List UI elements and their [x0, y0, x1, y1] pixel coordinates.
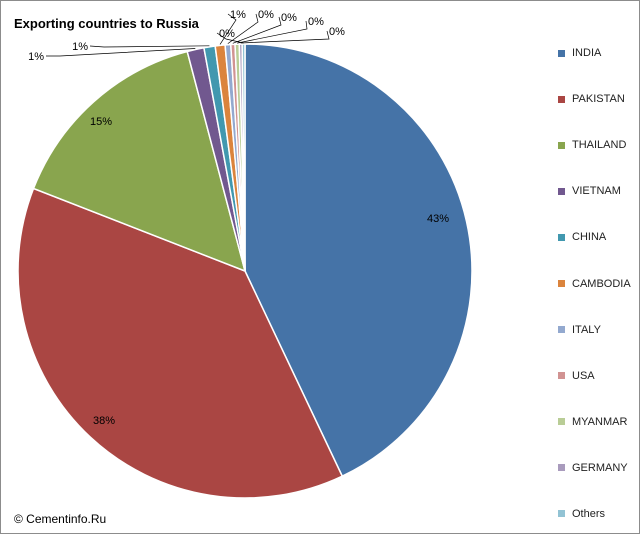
- slice-label-india: 43%: [427, 213, 449, 225]
- slice-pakistan: [17, 187, 344, 499]
- slice-label-vietnam: 1%: [28, 51, 44, 63]
- legend-label-china: CHINA: [572, 231, 607, 244]
- legend-item-thailand: THAILAND: [558, 122, 638, 168]
- legend-label-thailand: THAILAND: [572, 139, 627, 152]
- legend-item-usa: USA: [558, 353, 638, 399]
- legend-item-italy: ITALY: [558, 307, 638, 353]
- pie-slices: [17, 43, 473, 499]
- slice-others: [241, 43, 246, 272]
- legend: INDIA PAKISTAN THAILAND VIETNAM CHINA CAMBODI…: [558, 30, 638, 537]
- legend-label-others: Others: [572, 507, 606, 520]
- legend-label-cambodia: CAMBODIA: [572, 277, 631, 290]
- leader-line-usa: [232, 16, 282, 44]
- slice-label-others: 0%: [219, 28, 235, 40]
- legend-swatch-germany: [558, 464, 565, 472]
- legend-label-pakistan: PAKISTAN: [572, 93, 625, 106]
- slice-label-china: 1%: [72, 41, 88, 53]
- slice-labels: 43% 38% 15% 1% 1% 1% 0% 0% 0% 0% 0%: [28, 9, 449, 427]
- legend-swatch-myanmar: [558, 418, 565, 426]
- legend-label-usa: USA: [572, 369, 595, 382]
- legend-swatch-pakistan: [558, 95, 565, 103]
- slice-label-germany: 0%: [329, 26, 345, 38]
- slice-label-myanmar: 0%: [308, 16, 324, 28]
- label-leader-lines: [46, 13, 330, 57]
- legend-label-myanmar: MYANMAR: [572, 415, 628, 428]
- leader-line-germany: [240, 30, 330, 44]
- leader-line-others: [216, 32, 244, 44]
- legend-swatch-china: [558, 233, 565, 241]
- legend-item-others: Others: [558, 491, 638, 537]
- legend-item-cambodia: CAMBODIA: [558, 260, 638, 306]
- slice-label-usa: 0%: [281, 12, 297, 24]
- slice-label-italy: 0%: [258, 9, 274, 21]
- legend-item-vietnam: VIETNAM: [558, 168, 638, 214]
- copyright-credit: © Cementinfo.Ru: [14, 512, 107, 526]
- slice-label-pakistan: 38%: [93, 415, 115, 427]
- slice-label-thailand: 15%: [90, 116, 112, 128]
- legend-label-italy: ITALY: [572, 323, 601, 336]
- leader-line-cambodia: [219, 13, 237, 45]
- legend-item-germany: GERMANY: [558, 445, 638, 491]
- leader-line-vietnam: [46, 48, 196, 57]
- legend-label-germany: GERMANY: [572, 461, 628, 474]
- legend-item-india: INDIA: [558, 30, 638, 76]
- legend-item-myanmar: MYANMAR: [558, 399, 638, 445]
- legend-swatch-thailand: [558, 141, 565, 149]
- legend-item-pakistan: PAKISTAN: [558, 76, 638, 122]
- legend-swatch-others: [558, 510, 565, 518]
- legend-item-china: CHINA: [558, 214, 638, 260]
- legend-swatch-vietnam: [558, 187, 565, 195]
- legend-label-india: INDIA: [572, 47, 602, 60]
- chart-title: Exporting countries to Russia: [14, 16, 199, 31]
- slice-label-cambodia: 1%: [230, 9, 246, 21]
- legend-label-vietnam: VIETNAM: [572, 185, 621, 198]
- slice-india: [244, 43, 473, 478]
- legend-swatch-cambodia: [558, 280, 565, 288]
- legend-swatch-italy: [558, 326, 565, 334]
- legend-swatch-india: [558, 49, 565, 57]
- legend-swatch-usa: [558, 372, 565, 380]
- leader-line-myanmar: [237, 20, 308, 44]
- leader-line-italy: [227, 13, 259, 44]
- leader-line-china: [89, 45, 210, 48]
- slice-thailand: [32, 50, 247, 273]
